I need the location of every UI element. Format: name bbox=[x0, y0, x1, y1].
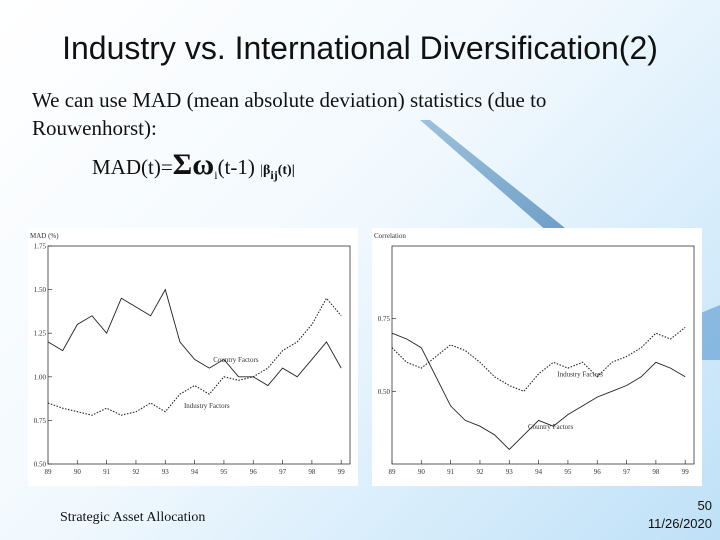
x-tick-label: 97 bbox=[623, 468, 631, 476]
slide-date: 11/26/2020 bbox=[647, 516, 712, 531]
formula-arg: (t-1) bbox=[217, 155, 261, 179]
mad-formula: MAD(t)=Σωi(t-1) |βij(t)| bbox=[92, 148, 295, 183]
x-tick-label: 99 bbox=[338, 468, 346, 476]
x-tick-label: 98 bbox=[652, 468, 660, 476]
y-tick-label: 0.75 bbox=[378, 315, 391, 323]
y-axis-label: Correlation bbox=[374, 232, 406, 240]
series-line-industry-factors bbox=[47, 297, 342, 416]
x-tick-label: 95 bbox=[220, 468, 228, 476]
y-tick-label: 1.75 bbox=[34, 243, 47, 251]
series-label: Country Factors bbox=[528, 423, 574, 431]
x-tick-label: 94 bbox=[535, 468, 543, 476]
x-tick-label: 96 bbox=[594, 468, 602, 476]
x-tick-label: 99 bbox=[682, 468, 690, 476]
series-label: Industry Factors bbox=[557, 370, 603, 378]
x-tick-label: 92 bbox=[132, 468, 140, 476]
x-tick-label: 91 bbox=[103, 468, 111, 476]
x-tick-label: 90 bbox=[418, 468, 426, 476]
y-tick-label: 0.50 bbox=[378, 388, 391, 396]
x-tick-label: 91 bbox=[447, 468, 455, 476]
footer-course: Strategic Asset Allocation bbox=[60, 510, 206, 525]
series-line-industry-factors bbox=[391, 326, 686, 392]
series-line-country-factors bbox=[47, 288, 342, 387]
x-tick-label: 90 bbox=[74, 468, 82, 476]
sigma-symbol: Σ bbox=[172, 148, 193, 181]
x-tick-label: 93 bbox=[506, 468, 514, 476]
x-tick-label: 98 bbox=[308, 468, 316, 476]
omega-subscript: i bbox=[214, 168, 218, 183]
y-axis-label: MAD (%) bbox=[30, 232, 59, 240]
plot-frame bbox=[391, 245, 695, 465]
y-tick-label: 1.50 bbox=[34, 286, 47, 294]
y-tick-label: 0.75 bbox=[34, 417, 47, 425]
plot-frame bbox=[47, 245, 351, 465]
page-number: 50 bbox=[697, 498, 712, 513]
x-tick-label: 89 bbox=[45, 468, 53, 476]
x-tick-label: 96 bbox=[250, 468, 258, 476]
omega-symbol: ω bbox=[192, 148, 215, 181]
y-tick-label: 0.50 bbox=[34, 461, 47, 469]
beta-symbol: β bbox=[262, 163, 271, 178]
series-line-country-factors bbox=[391, 332, 686, 451]
footer-meta: 50 11/26/2020 bbox=[648, 497, 712, 533]
y-tick-label: 1.25 bbox=[34, 330, 47, 338]
series-label: Industry Factors bbox=[184, 402, 230, 410]
beta-subscript: ij bbox=[270, 168, 278, 183]
beta-open: | bbox=[260, 163, 263, 178]
y-tick-label: 1.00 bbox=[34, 373, 47, 381]
beta-close: (t)| bbox=[277, 163, 295, 178]
x-tick-label: 97 bbox=[279, 468, 287, 476]
slide-title: Industry vs. International Diversificati… bbox=[62, 30, 658, 66]
body-text: We can use MAD (mean absolute deviation)… bbox=[32, 88, 547, 140]
x-tick-label: 94 bbox=[191, 468, 199, 476]
x-tick-label: 95 bbox=[564, 468, 572, 476]
formula-lhs: MAD(t)= bbox=[92, 155, 173, 179]
x-tick-label: 93 bbox=[162, 468, 170, 476]
series-label: Country Factors bbox=[213, 356, 259, 364]
x-tick-label: 92 bbox=[476, 468, 484, 476]
correlation-chart: Correlation 0.75 0.50 89 90 91 92 93 94 95 96 97 98 9… bbox=[372, 228, 702, 486]
x-tick-label: 89 bbox=[389, 468, 397, 476]
